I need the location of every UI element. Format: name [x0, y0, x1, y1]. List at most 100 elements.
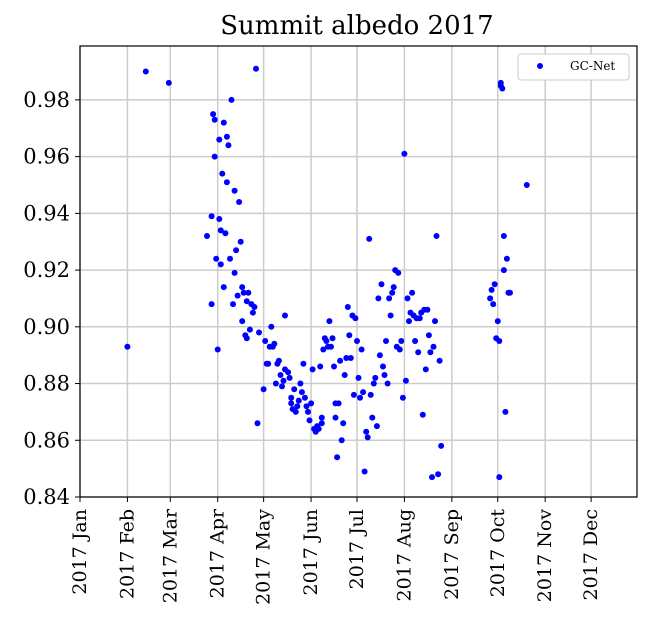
data-point	[500, 233, 507, 239]
data-point	[272, 380, 279, 387]
data-point	[309, 366, 316, 373]
data-point	[237, 238, 244, 245]
data-point	[507, 289, 513, 296]
data-point	[424, 306, 431, 313]
data-point	[239, 284, 246, 291]
data-point	[422, 366, 429, 373]
data-point	[389, 289, 396, 296]
y-tick-label: 0.98	[23, 88, 70, 112]
data-point	[231, 269, 238, 276]
data-point	[288, 400, 295, 407]
data-point	[245, 289, 252, 296]
x-tick-label: 2017 Jul	[346, 509, 368, 589]
data-point	[253, 65, 259, 72]
data-point	[236, 199, 243, 205]
data-point	[398, 338, 405, 344]
data-point	[494, 318, 501, 325]
data-point	[375, 295, 382, 302]
data-point	[271, 340, 278, 347]
data-point	[251, 304, 258, 310]
data-point	[214, 346, 221, 353]
data-point	[268, 323, 275, 330]
plot-frame	[79, 45, 638, 498]
data-point	[412, 338, 419, 344]
data-point	[231, 187, 238, 194]
data-point	[337, 357, 344, 364]
data-point	[234, 292, 241, 299]
data-point	[357, 394, 363, 401]
data-point	[329, 335, 336, 342]
y-tick-label: 0.86	[23, 428, 70, 452]
data-point	[260, 386, 267, 393]
x-tick-label: 2017 Sep	[441, 509, 463, 600]
data-point	[425, 332, 432, 339]
data-point	[366, 235, 373, 242]
data-point	[363, 428, 370, 435]
x-tick-label: 2017 Apr	[207, 508, 229, 598]
data-point	[318, 420, 325, 427]
data-point	[328, 343, 334, 350]
data-point	[320, 346, 327, 353]
data-point	[416, 315, 423, 322]
data-point	[210, 111, 217, 118]
data-point	[429, 474, 435, 481]
data-point	[277, 372, 284, 378]
data-point	[295, 397, 302, 404]
data-point	[344, 304, 351, 310]
data-point	[367, 391, 374, 398]
data-point	[387, 312, 394, 319]
data-point	[402, 377, 409, 384]
chart-title: Summit albedo 2017	[220, 11, 493, 41]
x-tick-label: 2017 Dec	[580, 509, 602, 601]
x-tick-label: 2017 Jun	[300, 509, 322, 595]
data-point	[326, 318, 333, 325]
data-point	[124, 343, 131, 350]
legend: GC-Net	[517, 53, 630, 81]
data-point	[204, 233, 210, 239]
data-point	[300, 360, 307, 367]
data-point	[223, 179, 230, 186]
x-axis: 2017 Jan 2017 Feb 2017 Mar 2017 Apr 2017 May…	[69, 497, 602, 605]
data-point	[208, 301, 215, 308]
data-points	[124, 65, 530, 481]
data-point	[523, 182, 530, 188]
data-point	[213, 255, 220, 262]
data-point	[292, 408, 299, 415]
data-point	[288, 394, 295, 401]
data-point	[323, 338, 330, 344]
data-point	[438, 442, 445, 449]
data-point	[211, 153, 218, 160]
data-point	[262, 338, 269, 344]
data-point	[496, 338, 503, 344]
data-point	[373, 423, 380, 430]
data-point	[315, 425, 322, 432]
y-tick-label: 0.88	[23, 372, 70, 396]
data-point	[301, 394, 308, 401]
data-point	[383, 338, 389, 344]
data-point	[490, 301, 497, 308]
data-point	[488, 286, 495, 293]
data-point	[395, 269, 402, 276]
data-point	[378, 281, 385, 288]
data-point	[332, 414, 339, 421]
data-point	[396, 346, 403, 353]
data-point	[256, 329, 262, 336]
data-point	[254, 420, 261, 427]
data-point	[305, 408, 311, 415]
data-point	[406, 318, 412, 325]
data-point	[208, 213, 215, 220]
data-point	[227, 255, 233, 262]
data-point	[279, 383, 285, 390]
data-point	[401, 150, 408, 157]
data-point	[386, 295, 393, 302]
data-point	[427, 349, 434, 356]
data-point	[291, 386, 298, 393]
data-point	[216, 136, 223, 143]
data-point	[419, 411, 426, 418]
data-point	[243, 298, 250, 305]
data-point	[370, 380, 377, 387]
data-point	[318, 414, 325, 421]
data-point	[239, 318, 246, 325]
